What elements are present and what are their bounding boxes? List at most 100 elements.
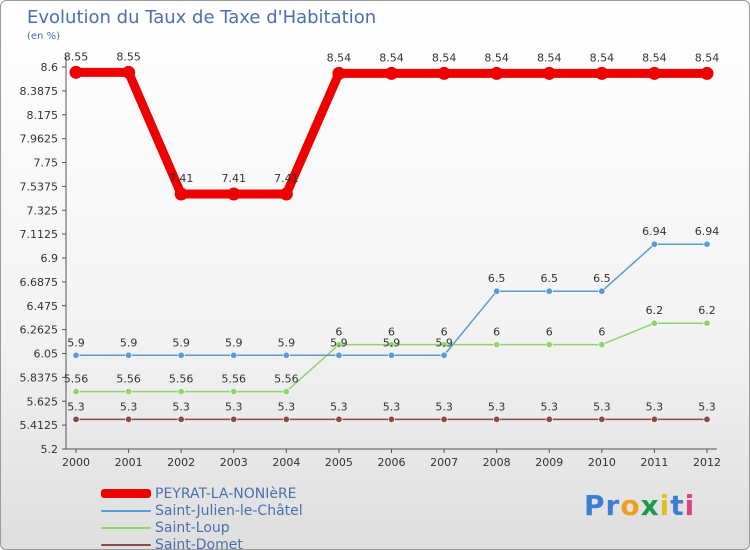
- data-label: 6.2: [646, 304, 664, 317]
- data-label: 5.3: [435, 400, 453, 413]
- logo-letter: r: [605, 489, 621, 522]
- data-label: 8.55: [64, 50, 89, 63]
- data-point: [440, 351, 448, 359]
- data-point: [282, 388, 290, 396]
- data-label: 5.9: [278, 336, 296, 349]
- data-point: [387, 415, 395, 423]
- chart-subtitle: (en %): [27, 31, 60, 42]
- data-point: [335, 415, 343, 423]
- y-tick-label: 8.3875: [20, 85, 59, 98]
- data-point: [282, 415, 290, 423]
- y-tick-label: 8.175: [27, 109, 59, 122]
- data-point: [387, 351, 395, 359]
- data-label: 8.54: [590, 51, 615, 64]
- data-point: [122, 65, 136, 79]
- x-tick-label: 2006: [378, 456, 406, 469]
- chart-title: Evolution du Taux de Taxe d'Habitation: [27, 7, 377, 28]
- x-tick-label: 2002: [167, 456, 195, 469]
- data-point: [385, 66, 398, 80]
- data-label: 5.3: [541, 400, 559, 413]
- data-label: 5.3: [172, 400, 190, 413]
- logo-letter: i: [684, 489, 696, 522]
- data-label: 6: [546, 326, 553, 339]
- data-label: 7.41: [274, 172, 299, 185]
- data-point: [598, 287, 606, 295]
- legend-label: Saint-Julien-le-Châtel: [155, 502, 303, 519]
- data-point: [174, 187, 188, 201]
- data-point: [595, 66, 609, 80]
- data-point: [647, 66, 661, 80]
- logo-letter: i: [659, 489, 671, 522]
- data-point: [72, 351, 80, 359]
- data-point: [230, 388, 238, 396]
- data-label: 5.3: [488, 400, 506, 413]
- data-label: 5.9: [383, 336, 401, 349]
- data-point: [230, 415, 238, 423]
- data-point: [493, 341, 501, 349]
- x-tick-label: 2008: [483, 456, 511, 469]
- data-label: 5.9: [330, 336, 348, 349]
- data-label: 5.3: [330, 400, 348, 413]
- y-tick-label: 5.4125: [20, 419, 59, 432]
- y-tick-label: 6.6875: [20, 276, 59, 289]
- data-label: 5.3: [67, 400, 85, 413]
- y-tick-label: 7.5375: [20, 180, 59, 193]
- y-tick-label: 5.8375: [20, 371, 59, 384]
- data-label: 5.9: [435, 336, 453, 349]
- data-point: [332, 66, 346, 80]
- data-label: 8.54: [484, 51, 509, 64]
- data-point: [545, 341, 553, 349]
- y-tick-label: 5.625: [27, 395, 59, 408]
- data-point: [177, 388, 185, 396]
- data-point: [177, 415, 185, 423]
- data-point: [69, 65, 83, 79]
- x-tick-label: 2004: [272, 456, 300, 469]
- data-label: 5.3: [593, 400, 611, 413]
- data-label: 8.54: [642, 51, 667, 64]
- data-label: 6: [335, 326, 342, 339]
- data-point: [177, 351, 185, 359]
- y-tick-label: 7.75: [34, 157, 59, 170]
- y-tick-label: 7.9625: [20, 133, 59, 146]
- legend-label: Saint-Loup: [155, 519, 230, 536]
- data-point: [440, 415, 448, 423]
- data-label: 6.5: [488, 272, 506, 285]
- legend-item: PEYRAT-LA-NONIèRE: [101, 485, 303, 502]
- data-label: 8.54: [695, 51, 720, 64]
- data-label: 8.54: [379, 51, 404, 64]
- data-label: 5.3: [646, 400, 664, 413]
- chart-legend: PEYRAT-LA-NONIèRE Saint-Julien-le-Châtel S…: [101, 485, 303, 549]
- legend-item: Saint-Julien-le-Châtel: [101, 502, 303, 519]
- data-point: [335, 351, 343, 359]
- data-point: [230, 351, 238, 359]
- data-label: 5.56: [116, 373, 141, 386]
- data-point: [125, 415, 133, 423]
- data-label: 8.54: [537, 51, 562, 64]
- logo-letter: o: [620, 489, 641, 522]
- data-label: 6: [388, 326, 395, 339]
- legend-item: Saint-Domet: [101, 536, 303, 549]
- data-point: [700, 66, 714, 80]
- data-label: 6.2: [698, 304, 716, 317]
- data-point: [598, 341, 606, 349]
- data-point: [650, 319, 658, 327]
- data-point: [703, 319, 711, 327]
- data-label: 7.41: [169, 172, 194, 185]
- data-point: [437, 66, 451, 80]
- data-label: 5.3: [120, 400, 138, 413]
- data-label: 5.3: [698, 400, 716, 413]
- x-tick-label: 2001: [115, 456, 143, 469]
- x-tick-label: 2011: [640, 456, 668, 469]
- data-label: 6: [441, 326, 448, 339]
- data-label: 8.55: [116, 50, 141, 63]
- data-point: [387, 341, 395, 349]
- data-label: 5.56: [222, 373, 247, 386]
- data-label: 6: [598, 326, 605, 339]
- data-label: 5.9: [225, 336, 243, 349]
- x-tick-label: 2012: [693, 456, 721, 469]
- x-tick-label: 2000: [62, 456, 90, 469]
- data-point: [72, 415, 80, 423]
- x-tick-label: 2010: [588, 456, 616, 469]
- logo-letter: t: [670, 489, 685, 522]
